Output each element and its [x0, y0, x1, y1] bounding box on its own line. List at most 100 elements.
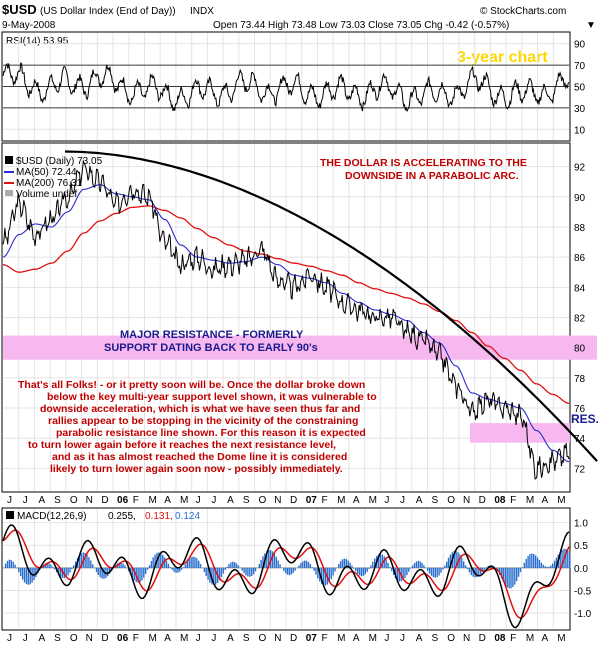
legend-ma50: MA(50) 72.44 — [16, 167, 77, 178]
macd-tick-label: 0.0 — [574, 564, 588, 575]
macd-histogram-bar — [529, 554, 530, 568]
macd-histogram-bar — [243, 568, 244, 573]
month-tick-label: M — [526, 495, 534, 506]
macd-histogram-bar — [467, 568, 468, 569]
macd-histogram-bar — [520, 568, 521, 572]
macd-histogram-bar — [569, 553, 570, 568]
macd-histogram-bar — [389, 567, 390, 568]
macd-histogram-bar — [139, 568, 140, 582]
macd-histogram-bar — [518, 568, 519, 577]
macd-histogram-bar — [514, 568, 515, 585]
macd-histogram-bar — [90, 561, 91, 568]
macd-histogram-bar — [406, 568, 407, 575]
month-tick-label: A — [227, 495, 234, 506]
macd-histogram-bar — [287, 568, 288, 575]
month-tick-label: N — [274, 633, 281, 644]
macd-histogram-bar — [151, 561, 152, 568]
macd-histogram-bar — [274, 554, 275, 568]
macd-histogram-bar — [359, 568, 360, 576]
macd-histogram-bar — [226, 567, 227, 568]
quote-line: Open 73.44 High 73.48 Low 73.03 Close 73… — [213, 20, 509, 31]
macd-histogram-bar — [48, 563, 49, 568]
month-tick-label: M — [337, 633, 345, 644]
legend-ma200: MA(200) 76.31 — [16, 178, 83, 189]
macd-histogram-bar — [353, 568, 354, 569]
three-year-label: 3-year chart — [457, 49, 548, 66]
macd-histogram-bar — [14, 565, 15, 568]
macd-histogram-bar — [249, 568, 250, 577]
res-band — [470, 423, 570, 443]
month-tick-label: F — [133, 633, 139, 644]
macd-histogram-bar — [177, 568, 178, 573]
macd-histogram-bar — [221, 568, 222, 577]
macd-histogram-bar — [527, 556, 528, 568]
month-tick-label: S — [54, 495, 61, 506]
macd-histogram-bar — [190, 557, 191, 567]
macd-histogram-bar — [385, 559, 386, 568]
month-tick-label: M — [557, 495, 565, 506]
macd-histogram-bar — [5, 564, 6, 568]
month-tick-label: J — [384, 633, 389, 644]
macd-histogram-bar — [306, 561, 307, 568]
macd-histogram-bar — [24, 568, 25, 583]
macd-histogram-bar — [194, 557, 195, 568]
macd-histogram-bar — [173, 568, 174, 572]
month-tick-label: A — [353, 633, 360, 644]
macd-histogram-bar — [166, 561, 167, 568]
macd-histogram-bar — [122, 564, 123, 568]
macd-label: MACD(12,26,9) — [17, 511, 86, 522]
rsi-label: RSI(14) 53.95 — [6, 36, 69, 47]
month-tick-label: J — [400, 633, 405, 644]
macd-histogram-bar — [276, 557, 277, 568]
month-tick-label: D — [479, 633, 486, 644]
month-tick-label: S — [243, 495, 250, 506]
month-tick-label: N — [274, 495, 281, 506]
macd-histogram-bar — [185, 564, 186, 568]
month-tick-label: A — [353, 495, 360, 506]
month-tick-label: O — [70, 633, 78, 644]
month-tick-label: M — [526, 633, 534, 644]
rsi-tick-label: 90 — [574, 40, 586, 51]
macd-histogram-bar — [412, 566, 413, 568]
macd-histogram-bar — [225, 568, 226, 570]
month-tick-label: O — [447, 633, 455, 644]
macd-histogram-bar — [153, 557, 154, 568]
month-tick-label: 07 — [306, 495, 318, 506]
macd-histogram-bar — [541, 563, 542, 568]
month-tick-label: A — [164, 633, 171, 644]
macd-histogram-bar — [469, 568, 470, 573]
chart-date: 9-May-2008 — [2, 20, 56, 31]
watermark: © StockCharts.com — [480, 6, 566, 17]
macd-tick-label: 1.0 — [574, 519, 588, 530]
macd-histogram-bar — [298, 565, 299, 568]
macd-histogram-bar — [98, 568, 99, 575]
macd-histogram-bar — [391, 568, 392, 571]
macd-histogram-bar — [304, 561, 305, 568]
macd-histogram-bar — [546, 567, 547, 568]
month-tick-label: J — [400, 495, 405, 506]
month-tick-label: F — [133, 495, 139, 506]
month-tick-label: D — [101, 633, 108, 644]
price-tick-label: 84 — [574, 283, 586, 294]
macd-histogram-bar — [554, 561, 555, 568]
macd-histogram-bar — [302, 561, 303, 568]
macd-histogram-bar — [168, 564, 169, 568]
macd-histogram-bar — [361, 568, 362, 576]
macd-histogram-bar — [435, 568, 436, 578]
macd-histogram-bar — [86, 555, 87, 568]
macd-histogram-bar — [367, 568, 368, 572]
macd-histogram-bar — [230, 562, 231, 568]
rsi-tick-label: 30 — [574, 104, 586, 115]
macd-histogram-bar — [365, 568, 366, 574]
macd-histogram-bar — [357, 568, 358, 574]
month-tick-label: A — [542, 495, 549, 506]
macd-histogram-bar — [18, 568, 19, 572]
resistance-label-line1: MAJOR RESISTANCE - FORMERLY — [120, 329, 304, 341]
macd-value-1: 0.255, — [108, 511, 136, 522]
month-tick-label: A — [164, 495, 171, 506]
month-tick-label: N — [86, 633, 93, 644]
legend-volume: Volume undef — [16, 189, 77, 200]
macd-histogram-bar — [416, 562, 417, 568]
month-tick-label: J — [196, 495, 201, 506]
macd-histogram-bar — [204, 568, 205, 572]
